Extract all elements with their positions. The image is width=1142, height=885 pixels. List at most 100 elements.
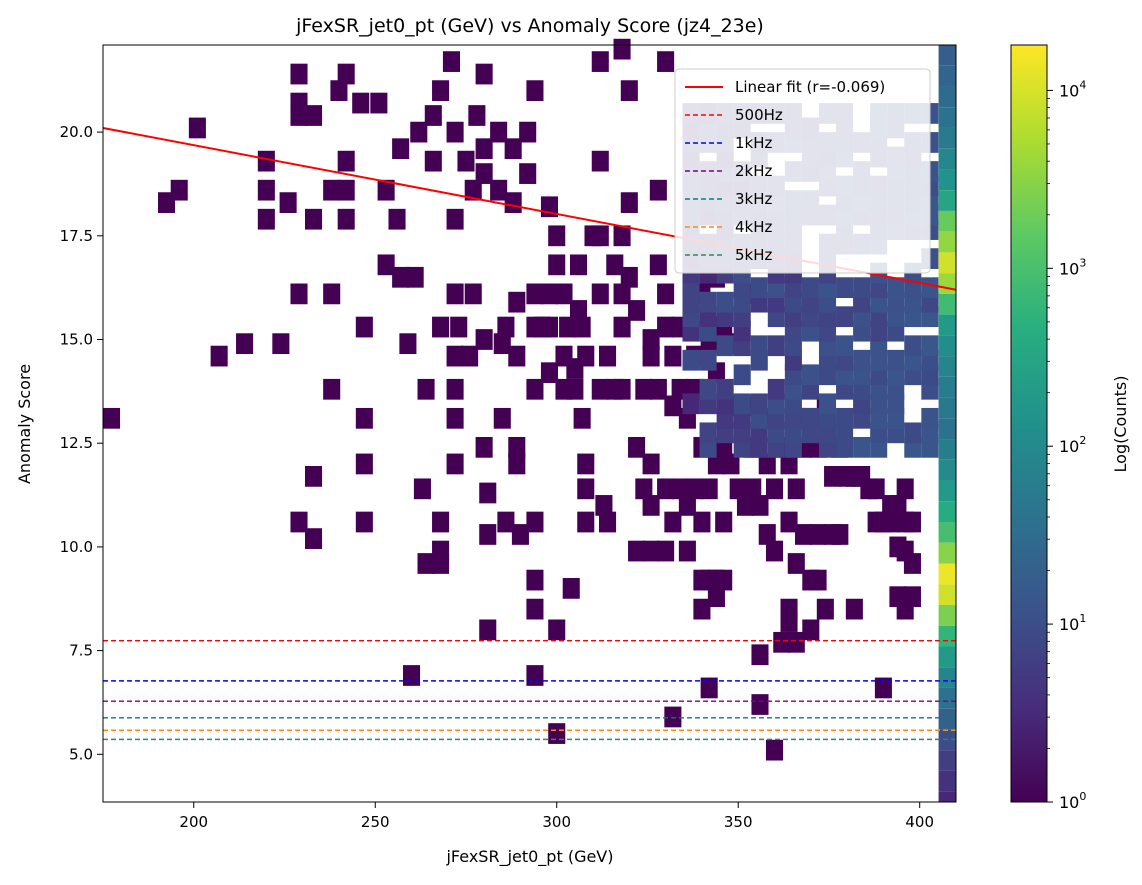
heatmap-cell xyxy=(497,511,515,533)
heatmap-cell xyxy=(555,283,573,305)
heatmap-cell xyxy=(938,356,956,377)
heatmap-cell xyxy=(938,522,956,543)
heatmap-cell xyxy=(938,148,956,170)
heatmap-cell xyxy=(921,335,939,357)
heatmap-cell xyxy=(649,179,667,201)
heatmap-cell xyxy=(591,150,609,172)
heatmap-cell xyxy=(938,584,956,605)
heatmap-cell xyxy=(417,378,435,400)
legend-label: 2kHz xyxy=(735,162,773,180)
x-axis: 200 250 300 350 400 xyxy=(179,802,934,831)
plot-frame xyxy=(102,44,957,803)
heatmap-cell xyxy=(511,524,529,545)
heatmap-cell xyxy=(392,138,410,160)
heatmap-cell xyxy=(446,345,464,367)
heatmap-cell xyxy=(699,291,717,313)
heatmap-cell xyxy=(733,364,751,386)
heatmap-cell xyxy=(938,107,956,128)
heatmap-cell xyxy=(664,345,682,367)
heatmap-cell xyxy=(736,495,755,516)
heatmap-cell xyxy=(836,335,854,357)
heatmap-cell xyxy=(722,453,740,475)
heatmap-cell xyxy=(337,150,355,172)
heatmap-cell xyxy=(642,345,660,367)
heatmap-cell xyxy=(938,501,956,523)
heatmap-cell xyxy=(889,495,907,516)
heatmap-cell xyxy=(831,524,849,545)
heatmap-cell xyxy=(573,316,591,338)
heatmap-cell xyxy=(569,254,588,276)
heatmap-cell xyxy=(787,478,805,500)
heatmap-cell xyxy=(867,478,885,500)
heatmap-cell xyxy=(526,598,544,620)
heatmap-cell xyxy=(620,266,638,288)
heatmap-cell xyxy=(938,459,956,481)
x-tick-label: 350 xyxy=(724,813,753,831)
heatmap-cell xyxy=(802,619,820,641)
heatmap-cell xyxy=(765,739,784,761)
heatmap-cell xyxy=(657,51,675,72)
heatmap-cell xyxy=(938,65,956,87)
heatmap-cell xyxy=(896,478,914,500)
heatmap-cell xyxy=(744,478,762,500)
heatmap-cell xyxy=(490,121,508,143)
heatmap-cell xyxy=(750,335,768,357)
heatmap-cell xyxy=(767,378,785,400)
threshold-lines xyxy=(103,639,956,741)
heatmap-cell xyxy=(938,190,956,211)
heatmap-cell xyxy=(682,349,700,371)
heatmap-cell xyxy=(475,436,493,458)
heatmap-cell xyxy=(699,349,717,371)
heatmap-cell xyxy=(457,150,475,172)
y-tick-label: 10.0 xyxy=(60,538,93,556)
heatmap-cell xyxy=(606,254,624,276)
heatmap-cell xyxy=(938,708,956,730)
heatmap-cell xyxy=(765,478,784,500)
heatmap-cell xyxy=(765,540,784,562)
heatmap-cell xyxy=(475,63,493,85)
heatmap-cell xyxy=(853,436,871,458)
heatmap-cell xyxy=(526,665,544,686)
heatmap-cell xyxy=(938,604,956,626)
heatmap-cell xyxy=(599,511,617,533)
heatmap-cell xyxy=(686,478,704,500)
heatmap-cell xyxy=(657,316,675,338)
heatmap-cell xyxy=(664,395,682,417)
heatmap-cell xyxy=(751,694,769,715)
heatmap-cell xyxy=(355,453,373,475)
heatmap-cell xyxy=(903,586,921,608)
heatmap-cell xyxy=(921,407,939,429)
heatmap-cell xyxy=(392,266,410,288)
heatmap-cell xyxy=(432,511,450,533)
heatmap-cell xyxy=(938,439,956,460)
heatmap-cell xyxy=(801,364,819,386)
legend: Linear fit (r=-0.069) 500Hz 1kHz 2kHz 3kHz 4k… xyxy=(674,68,931,274)
heatmap-cell xyxy=(526,378,544,400)
heatmap-cell xyxy=(468,105,486,126)
heatmap-cell xyxy=(938,376,956,398)
heatmap-cell xyxy=(464,283,482,305)
heatmap-cell xyxy=(751,495,769,516)
heatmap-cell xyxy=(750,393,768,415)
heatmap-cell xyxy=(446,208,464,230)
heatmap-cell xyxy=(613,283,631,305)
heatmap-cell xyxy=(337,179,355,201)
heatmap-cell xyxy=(938,335,956,357)
heatmap-cell xyxy=(853,277,871,299)
chart-title: jFexSR_jet0_pt (GeV) vs Anomaly Score (j… xyxy=(295,15,764,37)
heatmap-cell xyxy=(493,333,511,355)
heatmap-cell xyxy=(938,563,956,585)
heatmap-cell xyxy=(836,306,854,328)
heatmap-cell xyxy=(809,524,827,545)
heatmap-cell xyxy=(304,528,323,549)
heatmap-cell xyxy=(716,291,734,313)
heatmap-cell xyxy=(461,345,479,367)
heatmap-cell xyxy=(540,316,558,338)
heatmap-cell xyxy=(591,225,609,247)
heatmap-cell xyxy=(921,277,939,299)
heatmap-cell xyxy=(566,378,584,400)
heatmap-cell xyxy=(787,631,805,653)
heatmap-cell xyxy=(399,333,417,355)
